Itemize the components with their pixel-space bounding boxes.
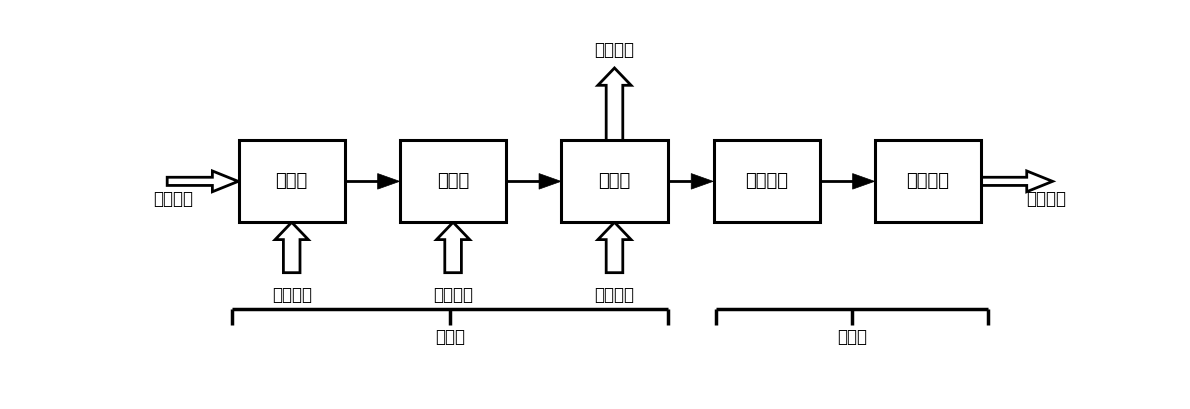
Bar xyxy=(400,140,506,222)
Text: 发送端: 发送端 xyxy=(434,328,465,346)
Polygon shape xyxy=(597,68,631,140)
Bar xyxy=(562,140,668,222)
Text: 加法器: 加法器 xyxy=(437,172,469,190)
Polygon shape xyxy=(437,222,470,273)
Text: 已调信号: 已调信号 xyxy=(595,40,634,58)
Text: 乘法器: 乘法器 xyxy=(599,172,631,190)
Text: 直流分量: 直流分量 xyxy=(433,286,474,304)
Text: 载波信号: 载波信号 xyxy=(595,286,634,304)
Polygon shape xyxy=(597,222,631,273)
Polygon shape xyxy=(852,173,875,189)
Bar xyxy=(239,140,345,222)
Text: 全波整流: 全波整流 xyxy=(745,172,788,190)
Polygon shape xyxy=(377,173,400,189)
Text: 接收端: 接收端 xyxy=(837,328,868,346)
Text: 低通滤波: 低通滤波 xyxy=(907,172,950,190)
Bar xyxy=(875,140,981,222)
Text: 解调信号: 解调信号 xyxy=(1027,190,1066,208)
Polygon shape xyxy=(275,222,308,273)
Text: 调制深度: 调制深度 xyxy=(271,286,312,304)
Text: 调制信号: 调制信号 xyxy=(154,190,193,208)
Polygon shape xyxy=(982,171,1052,192)
Text: 乘法器: 乘法器 xyxy=(276,172,308,190)
Polygon shape xyxy=(167,171,238,192)
Polygon shape xyxy=(691,173,713,189)
Polygon shape xyxy=(539,173,560,189)
Bar xyxy=(714,140,820,222)
